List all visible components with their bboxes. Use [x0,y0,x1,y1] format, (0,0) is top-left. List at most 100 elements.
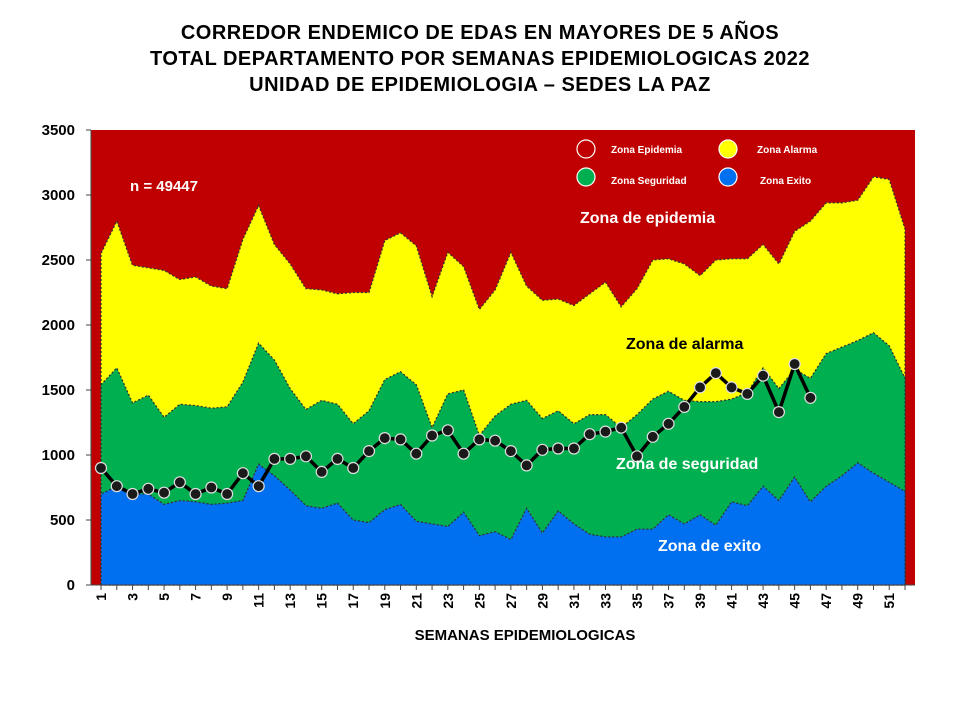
cases-polyline [99,362,812,496]
y-tick-label: 3000 [42,187,75,204]
cases-point [315,465,328,478]
cases-point [662,417,675,430]
x-tick-label: 11 [251,593,267,608]
y-tick-label: 1000 [42,447,75,464]
x-tick-label: 21 [408,593,424,609]
x-tick-label: 51 [881,593,897,609]
cases-point [299,450,313,463]
legend-label-alarma: Zona Alarma [757,145,818,156]
cases-point [457,447,470,460]
x-tick-label: 29 [534,593,550,609]
x-tick-label: 19 [377,593,393,609]
cases-point [221,487,234,501]
cases-point [189,487,202,501]
legend-marker-alarma [718,139,738,159]
cases-point [567,442,581,455]
cases-point [378,432,391,445]
legend-marker-exito [718,167,738,187]
x-tick-label: 15 [314,593,330,609]
x-tick-label: 31 [566,593,582,609]
cases-point [347,461,360,475]
x-axis-ticks: 1 3 5 7 9 11 13 15 17 19 21 23 25 27 29 31 33 35 37 39 41 43 4… [93,585,906,609]
chart-title-line-2: TOTAL DEPARTAMENTO POR SEMANAS EPIDEMIOL… [149,48,811,70]
x-tick-label: 1 [93,593,109,601]
zone-label-seguridad: Zona de seguridad [616,456,758,473]
x-tick-label: 9 [219,593,235,601]
legend-marker-epidemia [576,139,596,159]
x-tick-label: 13 [282,593,298,609]
y-tick-label: 2500 [42,252,75,269]
x-axis-label: SEMANAS EPIDEMIOLOGICAS [415,627,636,644]
x-tick-label: 37 [661,593,677,609]
y-tick-label: 0 [67,577,75,594]
x-tick-label: 3 [125,593,141,601]
x-tick-label: 43 [755,593,771,609]
x-tick-label: 23 [440,593,456,609]
legend-marker-seguridad [576,167,596,187]
cases-point [504,445,517,458]
cases-point [693,381,707,394]
cases-points [94,357,817,501]
legend-label-seguridad: Zona Seguridad [611,176,687,187]
cases-point [173,476,186,489]
zone-label-epidemia: Zona de epidemia [580,210,715,227]
cases-point [142,482,155,495]
legend-label-exito: Zona Exito [760,176,811,187]
chart-title-line-1: CORREDOR ENDEMICO DE EDAS EN MAYORES DE … [180,22,780,44]
y-tick-label: 2000 [42,317,75,334]
x-tick-label: 17 [345,593,361,609]
cases-point [236,467,249,480]
x-tick-label: 7 [188,593,204,601]
x-tick-label: 49 [850,593,866,609]
chart-title-line-3: UNIDAD DE EPIDEMIOLOGIA – SEDES LA PAZ [249,74,711,96]
n-annotation: n = 49447 [130,178,198,195]
cases-point [615,421,628,434]
cases-point [678,400,691,413]
cases-point [583,428,596,441]
y-tick-label: 3500 [42,122,75,139]
cases-point [110,480,123,493]
x-tick-label: 33 [597,593,613,609]
cases-line [99,362,812,496]
cases-point [709,367,722,380]
cases-point [536,443,549,456]
cases-point [126,487,139,501]
cases-point [268,452,281,465]
cases-point [630,450,644,463]
cases-point [252,480,265,493]
x-tick-label: 35 [629,593,645,609]
cases-point [725,381,738,394]
x-tick-label: 41 [724,593,740,609]
x-tick-label: 25 [471,593,487,609]
cases-point [157,486,171,499]
x-tick-label: 39 [692,593,708,609]
x-tick-label: 45 [787,593,803,609]
axis-lines [90,130,915,586]
cases-point [757,369,770,382]
y-axis-ticks: 0 500 1000 1500 2000 2500 3000 3500 [42,122,91,594]
x-tick-label: 47 [818,593,834,609]
cases-point [94,461,108,475]
zone-areas [91,130,915,586]
x-tick-label: 27 [503,593,519,609]
cases-point [489,434,502,447]
cases-point [362,445,376,458]
zone-exito-area [100,461,906,586]
cases-point [331,452,344,465]
legend-label-epidemia: Zona Epidemia [611,145,683,156]
cases-point [646,430,659,443]
cases-point [425,429,439,442]
cases-point [772,406,785,419]
cases-point [441,424,454,437]
zone-label-exito: Zona de exito [658,538,761,555]
cases-point [284,452,297,465]
cases-point [394,433,407,446]
cases-point [599,425,612,438]
cases-point [205,481,218,494]
cases-point [552,442,565,455]
cases-point [741,387,754,400]
x-tick-label: 5 [156,593,172,601]
cases-point [520,459,533,472]
cases-point [788,357,801,371]
